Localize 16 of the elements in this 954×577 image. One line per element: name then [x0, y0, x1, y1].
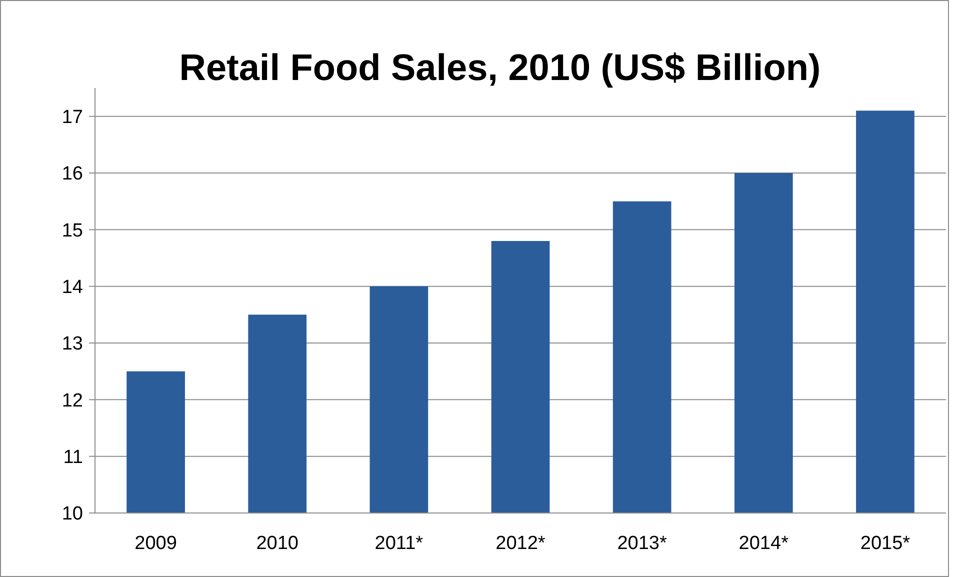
- x-tick-label: 2013*: [617, 533, 668, 554]
- x-tick-label: 2014*: [738, 533, 790, 554]
- x-tick-label: 2012*: [496, 533, 546, 554]
- x-tick-label: 2010: [256, 533, 298, 554]
- y-tick-label: 10: [62, 504, 83, 525]
- x-tick-label: 2015*: [860, 533, 911, 554]
- y-tick-label: 14: [62, 276, 84, 298]
- y-tick-label: 12: [62, 390, 83, 412]
- y-tick-label: 15: [62, 220, 83, 242]
- y-tick-label: 17: [62, 106, 83, 128]
- x-tick-label: 2009: [134, 533, 177, 554]
- y-tick-label: 13: [62, 334, 83, 355]
- chart-title: Retail Food Sales, 2010 (US$ Billion): [179, 47, 821, 88]
- y-tick-label: 16: [62, 164, 83, 185]
- x-tick-label: 2011*: [374, 533, 424, 554]
- y-tick-label: 11: [63, 446, 83, 468]
